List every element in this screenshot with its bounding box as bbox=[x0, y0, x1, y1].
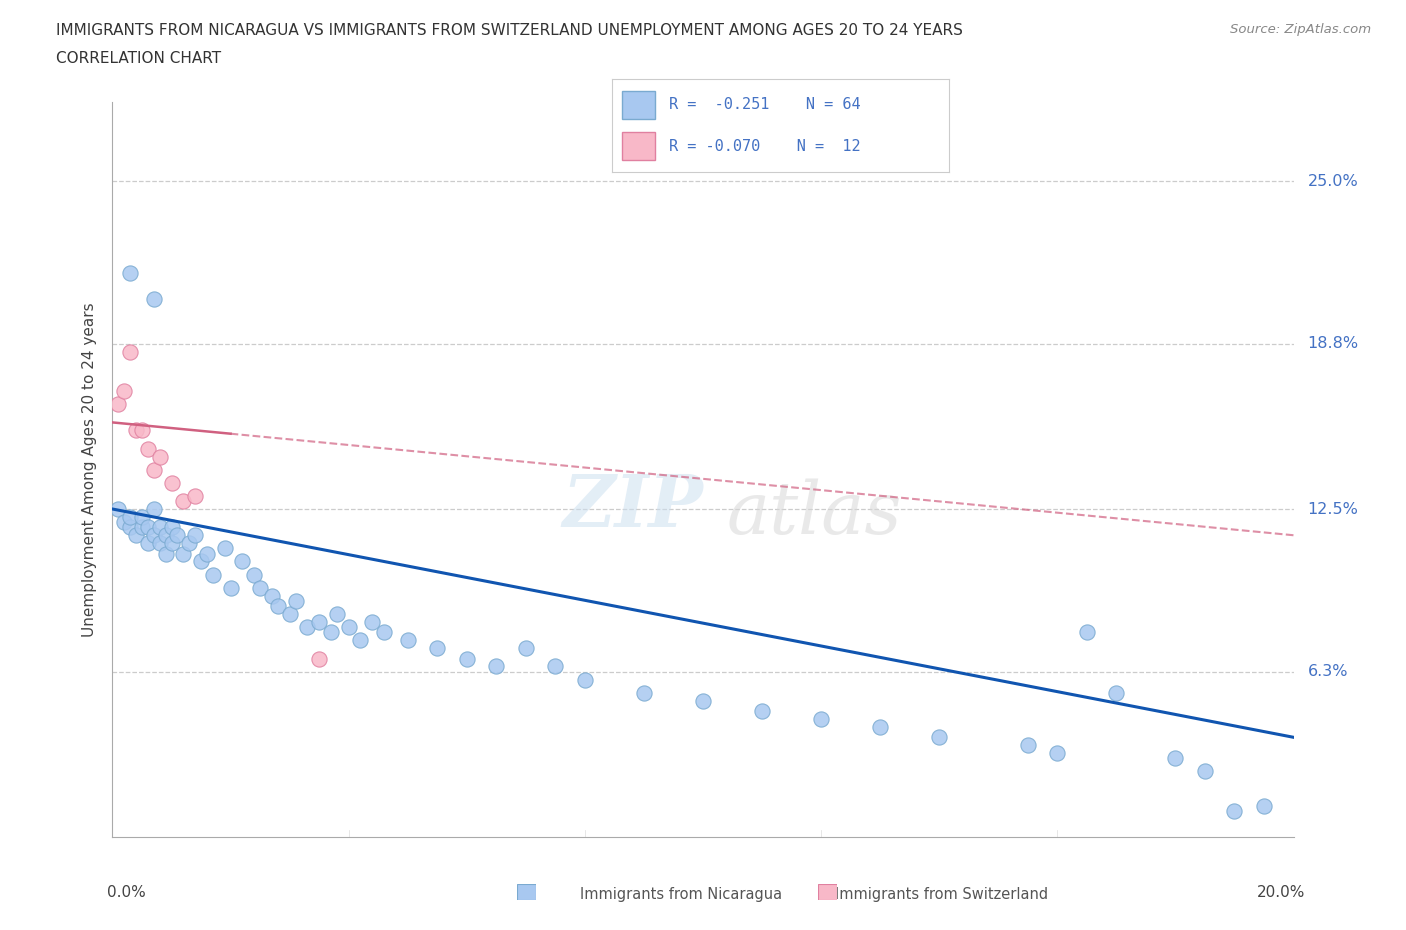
Point bbox=[1046, 746, 1069, 761]
Point bbox=[426, 641, 449, 656]
Point bbox=[149, 520, 172, 535]
FancyBboxPatch shape bbox=[621, 91, 655, 119]
Point bbox=[120, 520, 142, 535]
Point bbox=[136, 536, 159, 551]
Point bbox=[120, 265, 142, 280]
Point bbox=[131, 520, 153, 535]
Text: 6.3%: 6.3% bbox=[1308, 664, 1348, 679]
FancyBboxPatch shape bbox=[621, 132, 655, 160]
Point bbox=[373, 625, 395, 640]
Point bbox=[692, 693, 714, 708]
Point bbox=[361, 615, 384, 630]
Point bbox=[231, 554, 253, 569]
Point bbox=[160, 475, 183, 490]
Point bbox=[308, 615, 330, 630]
Point bbox=[337, 619, 360, 634]
Text: IMMIGRANTS FROM NICARAGUA VS IMMIGRANTS FROM SWITZERLAND UNEMPLOYMENT AMONG AGES: IMMIGRANTS FROM NICARAGUA VS IMMIGRANTS … bbox=[56, 23, 963, 38]
Point bbox=[260, 588, 283, 603]
Text: Source: ZipAtlas.com: Source: ZipAtlas.com bbox=[1230, 23, 1371, 36]
Point bbox=[201, 567, 224, 582]
Point bbox=[319, 625, 342, 640]
Point bbox=[751, 704, 773, 719]
Text: Immigrants from Switzerland: Immigrants from Switzerland bbox=[835, 887, 1049, 902]
Point bbox=[112, 383, 135, 398]
Point bbox=[267, 599, 290, 614]
Point bbox=[107, 501, 129, 516]
Point bbox=[120, 510, 142, 525]
Text: R =  -0.251    N = 64: R = -0.251 N = 64 bbox=[669, 97, 860, 112]
Point bbox=[179, 536, 201, 551]
Point bbox=[243, 567, 266, 582]
Point bbox=[142, 528, 165, 543]
Text: 18.8%: 18.8% bbox=[1308, 337, 1358, 352]
Point bbox=[1164, 751, 1187, 765]
Point bbox=[125, 423, 148, 438]
Point bbox=[214, 541, 236, 556]
Point bbox=[928, 730, 950, 745]
Point bbox=[131, 423, 153, 438]
Point bbox=[142, 462, 165, 477]
Text: R = -0.070    N =  12: R = -0.070 N = 12 bbox=[669, 139, 860, 153]
Text: atlas: atlas bbox=[727, 478, 903, 549]
Point bbox=[155, 546, 177, 561]
Text: 20.0%: 20.0% bbox=[1257, 884, 1305, 899]
Point bbox=[1253, 798, 1275, 813]
Point bbox=[131, 510, 153, 525]
Point bbox=[308, 651, 330, 666]
Point bbox=[149, 536, 172, 551]
Text: 12.5%: 12.5% bbox=[1308, 501, 1358, 516]
Point bbox=[810, 711, 832, 726]
Text: CORRELATION CHART: CORRELATION CHART bbox=[56, 51, 221, 66]
Point bbox=[155, 528, 177, 543]
Point bbox=[297, 619, 319, 634]
Point bbox=[1076, 625, 1098, 640]
Text: Immigrants from Nicaragua: Immigrants from Nicaragua bbox=[581, 887, 782, 902]
Point bbox=[456, 651, 478, 666]
Point bbox=[120, 344, 142, 359]
Point bbox=[1105, 685, 1128, 700]
Point bbox=[574, 672, 596, 687]
Point bbox=[869, 720, 891, 735]
Point bbox=[195, 546, 218, 561]
Point bbox=[396, 632, 419, 647]
Point bbox=[485, 659, 508, 674]
Point bbox=[172, 494, 194, 509]
Point bbox=[149, 449, 172, 464]
Text: ZIP: ZIP bbox=[562, 471, 703, 542]
Point bbox=[326, 606, 349, 621]
Point bbox=[142, 292, 165, 307]
Point bbox=[112, 514, 135, 529]
Point bbox=[160, 536, 183, 551]
Point bbox=[190, 554, 212, 569]
Point bbox=[172, 546, 194, 561]
Point bbox=[184, 488, 207, 503]
Point bbox=[136, 520, 159, 535]
Text: 25.0%: 25.0% bbox=[1308, 174, 1358, 189]
Point bbox=[249, 580, 271, 595]
Text: 0.0%: 0.0% bbox=[107, 884, 145, 899]
Point bbox=[125, 528, 148, 543]
Point bbox=[515, 641, 537, 656]
Point bbox=[349, 632, 371, 647]
Point bbox=[107, 396, 129, 411]
Point bbox=[544, 659, 567, 674]
Point bbox=[633, 685, 655, 700]
Point bbox=[1194, 764, 1216, 778]
Point bbox=[184, 528, 207, 543]
Point bbox=[166, 528, 188, 543]
Point bbox=[142, 501, 165, 516]
Point bbox=[136, 441, 159, 456]
Point bbox=[160, 520, 183, 535]
Point bbox=[219, 580, 242, 595]
Point bbox=[1017, 737, 1039, 752]
Point bbox=[284, 593, 307, 608]
Y-axis label: Unemployment Among Ages 20 to 24 years: Unemployment Among Ages 20 to 24 years bbox=[82, 302, 97, 637]
Point bbox=[1223, 804, 1246, 818]
Point bbox=[278, 606, 301, 621]
